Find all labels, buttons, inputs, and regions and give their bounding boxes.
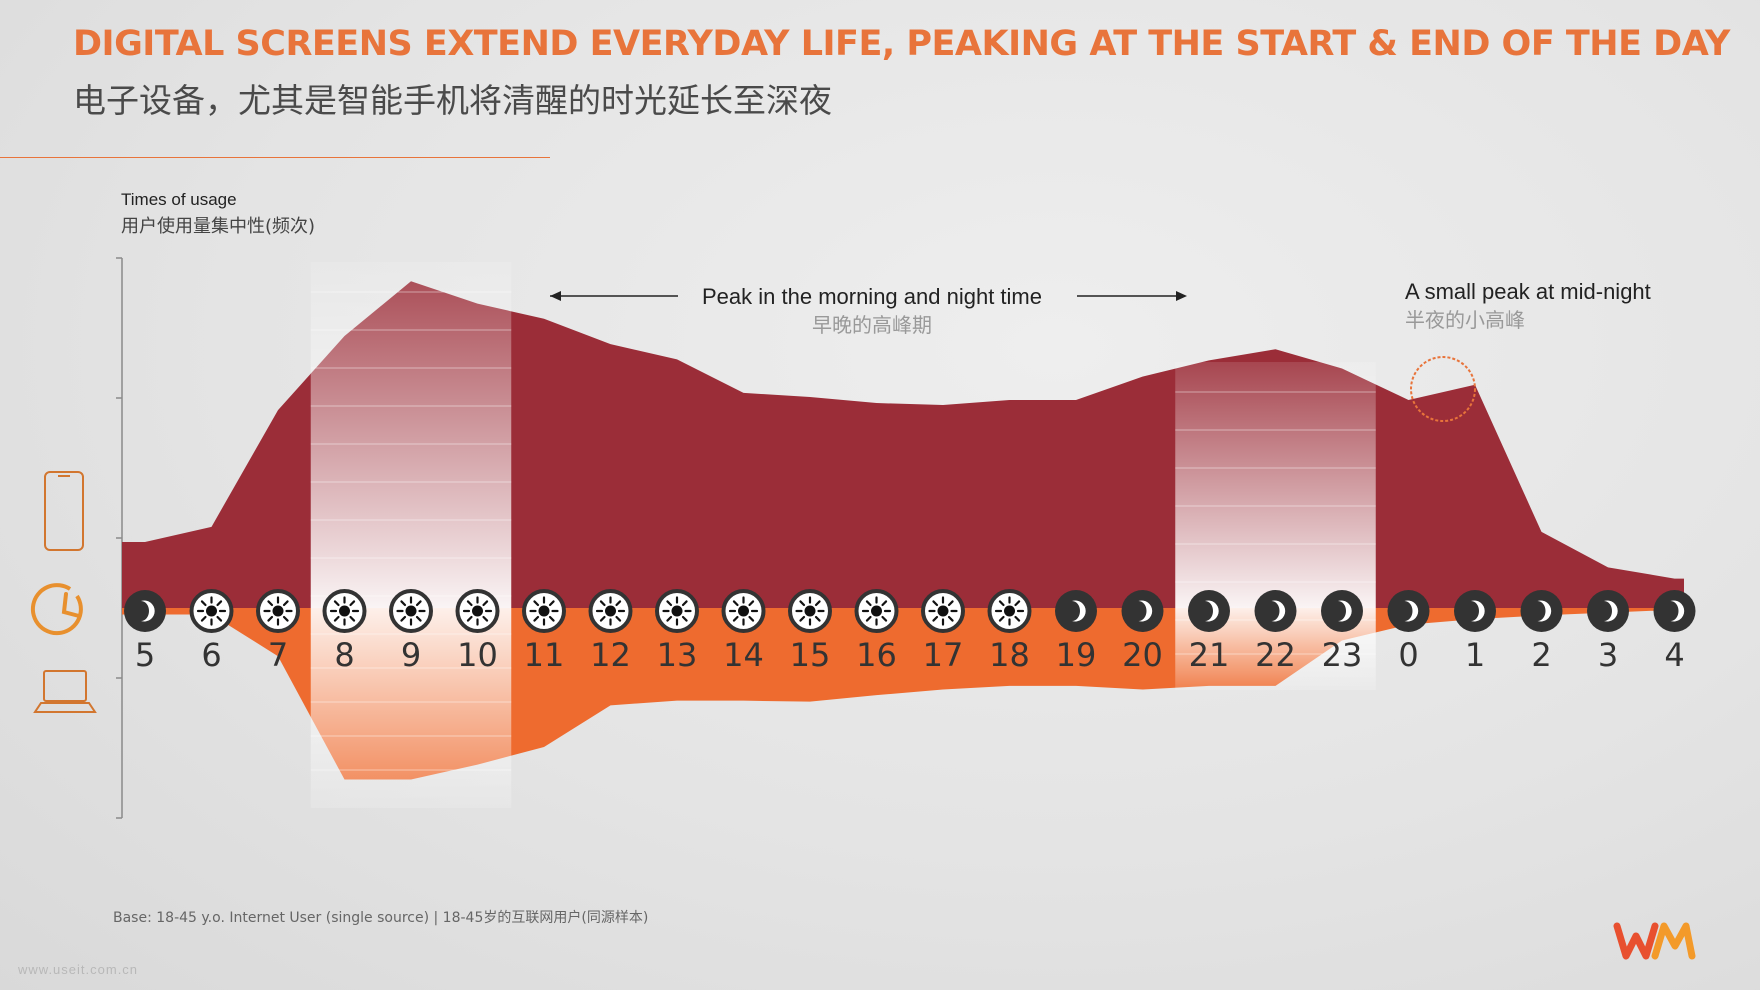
moon-icon	[124, 590, 166, 632]
moon-icon	[1387, 590, 1430, 632]
hour-tick-label: 4	[1664, 636, 1684, 674]
base-note: Base: 18-45 y.o. Internet User (single s…	[113, 910, 649, 926]
midnight-label-cn: 半夜的小高峰	[1405, 308, 1525, 332]
hour-tick-label: 12	[590, 636, 631, 674]
hour-tick-label: 8	[334, 636, 354, 674]
hour-tick-label: 10	[457, 636, 498, 674]
hour-tick-label: 1	[1465, 636, 1485, 674]
highlight-band-top	[1175, 362, 1376, 608]
hour-tick-label: 9	[401, 636, 421, 674]
page-title: DIGITAL SCREENS EXTEND EVERYDAY LIFE, PE…	[73, 24, 1730, 64]
sun-icon	[655, 589, 699, 633]
hour-tick-label: 3	[1598, 636, 1618, 674]
peak-label-cn: 早晚的高峰期	[812, 313, 932, 337]
hour-tick-label: 19	[1056, 636, 1097, 674]
moon-icon	[1121, 590, 1164, 632]
hour-tick-label: 13	[657, 636, 698, 674]
hour-tick-label: 2	[1531, 636, 1551, 674]
moon-icon	[1188, 590, 1230, 632]
hour-tick-label: 21	[1189, 636, 1230, 674]
moon-icon	[1321, 590, 1363, 632]
y-axis-label-cn: 用户使用量集中性(频次)	[121, 216, 316, 237]
hour-tick-label: 7	[268, 636, 288, 674]
sun-icon	[455, 589, 500, 633]
peak-label-en: Peak in the morning and night time	[702, 284, 1042, 309]
page-subtitle: 电子设备，尤其是智能手机将清醒的时光延长至深夜	[73, 81, 832, 120]
y-axis-label-en: Times of usage	[121, 190, 237, 209]
sun-icon	[921, 589, 965, 633]
hour-tick-label: 0	[1398, 636, 1418, 674]
sun-icon	[854, 589, 899, 633]
hour-tick-label: 17	[923, 636, 964, 674]
hour-tick-label: 20	[1122, 636, 1163, 674]
hour-tick-label: 5	[135, 636, 155, 674]
hour-tick-label: 18	[989, 636, 1030, 674]
moon-icon	[1454, 590, 1496, 632]
highlight-band-bottom	[310, 608, 512, 808]
moon-icon	[1055, 590, 1097, 632]
sun-icon	[189, 589, 234, 633]
sun-icon	[522, 589, 566, 633]
moon-icon	[1520, 590, 1563, 632]
hour-tick-label: 11	[524, 636, 565, 674]
clock-icon	[30, 583, 83, 636]
moon-icon	[1254, 590, 1297, 632]
highlight-periods	[310, 262, 1376, 808]
peak-annotation: Peak in the morning and night time 早晚的高峰…	[550, 284, 1187, 337]
wm-logo-icon	[1613, 922, 1696, 960]
hour-tick-label: 6	[201, 636, 221, 674]
sun-icon	[256, 589, 300, 633]
midnight-annotation: A small peak at mid-night 半夜的小高峰	[1405, 279, 1651, 422]
sun-icon	[987, 589, 1032, 633]
laptop-icon	[33, 670, 97, 713]
hour-tick-label: 14	[723, 636, 764, 674]
y-axis	[116, 257, 123, 819]
sun-icon	[788, 589, 832, 633]
smartphone-icon	[44, 471, 84, 551]
sun-icon	[322, 589, 367, 633]
hour-tick-label: 16	[856, 636, 897, 674]
title-divider	[0, 157, 550, 158]
sun-icon	[721, 589, 766, 633]
watermark: www.useit.com.cn	[18, 962, 139, 977]
hour-tick-label: 15	[790, 636, 831, 674]
highlight-band-top	[310, 262, 512, 608]
hour-tick-label: 22	[1255, 636, 1296, 674]
hour-tick-labels: 5 6 7 8 9 10 11 12 13 14 15 16 17 18 19 20 21 22 23 0 1 2 3 4	[135, 636, 1685, 674]
midnight-peak-circle	[1410, 356, 1476, 422]
hour-tick-label: 23	[1322, 636, 1363, 674]
moon-icon	[1587, 590, 1629, 632]
midnight-label-en: A small peak at mid-night	[1405, 279, 1651, 304]
sun-icon	[588, 589, 633, 633]
sun-icon	[389, 589, 433, 633]
hour-markers	[124, 589, 1696, 633]
moon-icon	[1653, 590, 1696, 632]
